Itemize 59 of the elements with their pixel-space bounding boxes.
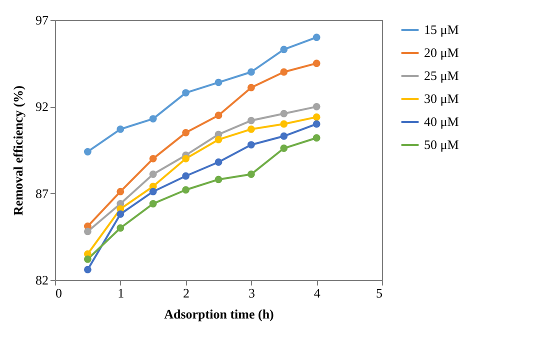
- point: [149, 154, 157, 162]
- point: [84, 256, 92, 263]
- point: [214, 158, 222, 166]
- point: [149, 200, 157, 208]
- legend-label: 15 μM: [424, 22, 460, 37]
- point: [280, 68, 288, 76]
- point: [84, 266, 92, 274]
- legend-label: 25 μM: [424, 68, 460, 83]
- point: [182, 186, 190, 194]
- point: [84, 148, 92, 156]
- point: [247, 126, 255, 133]
- point: [312, 102, 320, 110]
- point: [312, 34, 320, 42]
- point: [214, 176, 222, 184]
- point: [149, 115, 157, 122]
- point: [247, 68, 255, 76]
- point: [149, 188, 157, 196]
- point: [312, 60, 320, 68]
- point: [247, 84, 255, 92]
- point: [116, 126, 124, 133]
- point: [280, 110, 288, 118]
- point: [214, 78, 222, 86]
- point: [84, 228, 92, 236]
- y-axis-title: Removal efficiency (%): [10, 86, 26, 216]
- point: [182, 154, 190, 162]
- point: [149, 170, 157, 178]
- x-tick-label: 4: [314, 286, 321, 300]
- point: [280, 144, 288, 152]
- x-axis-title: Adsorption time (h): [164, 306, 274, 322]
- point: [312, 134, 320, 142]
- x-tick-label: 5: [376, 286, 382, 300]
- point: [116, 210, 124, 218]
- x-tick-label: 3: [248, 286, 255, 300]
- x-tick-label: 1: [118, 286, 124, 300]
- point: [280, 46, 288, 54]
- y-tick-label: 82: [36, 272, 48, 288]
- x-tick-label: 2: [183, 286, 190, 300]
- point: [312, 113, 320, 121]
- point: [280, 120, 288, 128]
- point: [116, 224, 124, 232]
- point: [182, 128, 190, 136]
- legend-label: 50 μM: [424, 137, 460, 152]
- point: [182, 172, 190, 180]
- x-tick-label: 0: [56, 286, 62, 300]
- legend-label: 40 μM: [424, 114, 460, 129]
- point: [247, 116, 255, 124]
- y-tick-label: 97: [36, 12, 49, 28]
- point: [116, 188, 124, 196]
- point: [214, 112, 222, 120]
- point: [247, 141, 255, 148]
- point: [280, 132, 288, 140]
- point: [214, 136, 222, 144]
- y-tick-label: 92: [36, 99, 48, 114]
- point: [182, 89, 190, 96]
- y-tick-label: 87: [36, 186, 49, 201]
- legend-label: 20 μM: [424, 45, 460, 60]
- point: [247, 170, 255, 178]
- point: [312, 120, 320, 128]
- legend-label: 30 μM: [424, 91, 460, 106]
